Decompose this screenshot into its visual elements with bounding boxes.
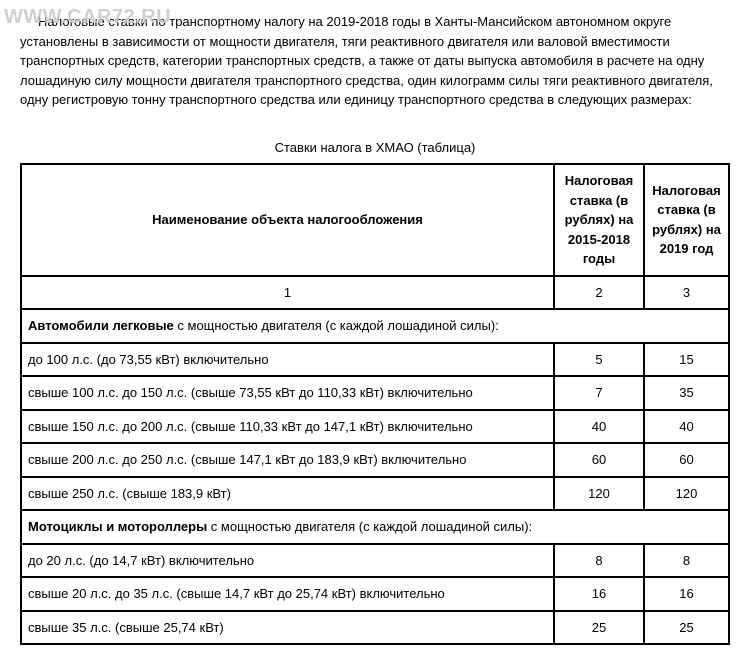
index-row: 1 2 3 [21,276,729,310]
row-rate-a: 8 [554,544,644,578]
index-cell: 1 [21,276,554,310]
row-name: свыше 100 л.с. до 150 л.с. (свыше 73,55 … [21,376,554,410]
row-rate-b: 35 [644,376,729,410]
table-row: свыше 250 л.с. (свыше 183,9 кВт) 120 120 [21,477,729,511]
row-rate-a: 5 [554,343,644,377]
row-rate-a: 7 [554,376,644,410]
row-rate-b: 25 [644,611,729,645]
row-name: свыше 200 л.с. до 250 л.с. (свыше 147,1 … [21,443,554,477]
row-rate-b: 120 [644,477,729,511]
row-name: свыше 250 л.с. (свыше 183,9 кВт) [21,477,554,511]
row-rate-a: 16 [554,577,644,611]
row-rate-a: 120 [554,477,644,511]
tax-rate-table: Наименование объекта налогообложения Нал… [20,163,730,645]
header-name: Наименование объекта налогообложения [21,164,554,276]
table-row: до 20 л.с. (до 14,7 кВт) включительно 8 … [21,544,729,578]
header-rate-2015-2018: Налоговая ставка (в рублях) на 2015-2018… [554,164,644,276]
row-rate-b: 15 [644,343,729,377]
row-rate-b: 16 [644,577,729,611]
table-row: свыше 100 л.с. до 150 л.с. (свыше 73,55 … [21,376,729,410]
category-bold: Автомобили легковые [28,318,174,333]
category-cell: Автомобили легковые с мощностью двигател… [21,309,729,343]
table-row: свыше 150 л.с. до 200 л.с. (свыше 110,33… [21,410,729,444]
category-rest: с мощностью двигателя (с каждой лошадино… [207,519,532,534]
category-row: Мотоциклы и мотороллеры с мощностью двиг… [21,510,729,544]
row-name: до 20 л.с. (до 14,7 кВт) включительно [21,544,554,578]
index-cell: 2 [554,276,644,310]
row-rate-b: 40 [644,410,729,444]
header-rate-2019: Налоговая ставка (в рублях) на 2019 год [644,164,729,276]
table-row: до 100 л.с. (до 73,55 кВт) включительно … [21,343,729,377]
row-name: до 100 л.с. (до 73,55 кВт) включительно [21,343,554,377]
index-cell: 3 [644,276,729,310]
table-row: свыше 200 л.с. до 250 л.с. (свыше 147,1 … [21,443,729,477]
table-row: свыше 35 л.с. (свыше 25,74 кВт) 25 25 [21,611,729,645]
table-row: свыше 20 л.с. до 35 л.с. (свыше 14,7 кВт… [21,577,729,611]
row-rate-a: 60 [554,443,644,477]
category-bold: Мотоциклы и мотороллеры [28,519,207,534]
row-name: свыше 20 л.с. до 35 л.с. (свыше 14,7 кВт… [21,577,554,611]
row-rate-a: 40 [554,410,644,444]
intro-paragraph: Налоговые ставки по транспортному налогу… [20,12,730,110]
category-row: Автомобили легковые с мощностью двигател… [21,309,729,343]
table-header-row: Наименование объекта налогообложения Нал… [21,164,729,276]
table-caption: Ставки налога в ХМАО (таблица) [20,138,730,158]
row-rate-a: 25 [554,611,644,645]
row-rate-b: 8 [644,544,729,578]
row-rate-b: 60 [644,443,729,477]
category-rest: с мощностью двигателя (с каждой лошадино… [174,318,499,333]
row-name: свыше 150 л.с. до 200 л.с. (свыше 110,33… [21,410,554,444]
row-name: свыше 35 л.с. (свыше 25,74 кВт) [21,611,554,645]
category-cell: Мотоциклы и мотороллеры с мощностью двиг… [21,510,729,544]
